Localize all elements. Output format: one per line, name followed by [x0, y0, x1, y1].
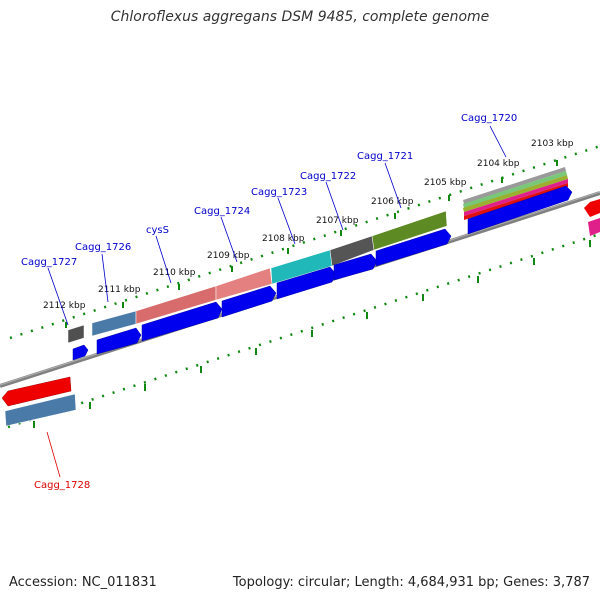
- feature-right-edge-pink[interactable]: [588, 218, 600, 236]
- feature-cagg-1720-green-light[interactable]: [463, 171, 567, 208]
- label-cagg-1721[interactable]: Cagg_1721: [357, 151, 413, 162]
- feature-cagg-1721[interactable]: [371, 210, 448, 251]
- leader-cyss: [155, 235, 172, 284]
- cds-cagg-1720[interactable]: [467, 185, 573, 235]
- right-edge-features: [584, 199, 600, 236]
- label-cagg-1726[interactable]: Cagg_1726: [75, 242, 131, 253]
- feature-cagg-1720-olive[interactable]: [463, 175, 568, 212]
- feature-track: [67, 210, 448, 344]
- label-cyss[interactable]: cysS: [146, 225, 169, 236]
- kbp-label-2103: 2103 kbp: [531, 139, 574, 149]
- cds-track: [72, 185, 573, 361]
- genome-title: Chloroflexus aggregans DSM 9485, complet…: [110, 9, 490, 25]
- leader-cagg-1723: [277, 197, 296, 245]
- ruler-track-bottom: [7, 232, 600, 429]
- accession-text: Accession: NC_011831: [9, 575, 157, 590]
- kbp-label-2111: 2111 kbp: [98, 285, 141, 295]
- label-cagg-1722[interactable]: Cagg_1722: [300, 171, 356, 182]
- feature-cagg-1720-gray[interactable]: [463, 167, 566, 204]
- kbp-label-2106: 2106 kbp: [371, 197, 414, 207]
- leader-cagg-1728: [46, 431, 61, 478]
- cds-right-edge-red[interactable]: [584, 199, 600, 217]
- kbp-label-2108: 2108 kbp: [262, 234, 305, 244]
- feature-cagg-1720-pink[interactable]: [464, 179, 568, 216]
- label-cagg-1728[interactable]: Cagg_1728: [34, 480, 90, 491]
- leader-cagg-1720: [489, 125, 507, 158]
- cds-cagg-1721[interactable]: [375, 228, 452, 267]
- feature-cagg-1720-stack: [463, 167, 568, 220]
- reverse-track: [1, 376, 77, 427]
- feature-cagg-1728[interactable]: [4, 393, 77, 427]
- cds-cyss[interactable]: [141, 301, 223, 342]
- label-cagg-1723[interactable]: Cagg_1723: [251, 187, 307, 198]
- ruler-major-ticks: [33, 160, 591, 428]
- cds-cagg-1724[interactable]: [221, 285, 277, 318]
- ruler-labels: 2103 kbp 2104 kbp 2105 kbp 2106 kbp 2107…: [43, 139, 574, 311]
- cds-cagg-1726[interactable]: [96, 327, 142, 355]
- kbp-label-2110: 2110 kbp: [153, 268, 196, 278]
- leader-cagg-1726: [101, 253, 109, 303]
- cds-cagg-1727[interactable]: [72, 344, 89, 361]
- kbp-label-2112: 2112 kbp: [43, 301, 86, 311]
- feature-cagg-1727[interactable]: [67, 324, 85, 344]
- label-cagg-1720[interactable]: Cagg_1720: [461, 113, 517, 124]
- kbp-label-2109: 2109 kbp: [207, 251, 250, 261]
- cds-cagg-1728-red[interactable]: [1, 376, 72, 407]
- label-leaders: [46, 125, 507, 478]
- genome-summary-text: Topology: circular; Length: 4,684,931 bp…: [232, 575, 590, 590]
- kbp-label-2104: 2104 kbp: [477, 159, 520, 169]
- label-cagg-1727[interactable]: Cagg_1727: [21, 257, 77, 268]
- label-cagg-1724[interactable]: Cagg_1724: [194, 206, 250, 217]
- gene-labels: Cagg_1720 Cagg_1721 Cagg_1722 Cagg_1723 …: [21, 113, 517, 491]
- leader-cagg-1722: [325, 181, 344, 231]
- feature-cagg-1720-red[interactable]: [464, 183, 568, 220]
- leader-cagg-1721: [384, 162, 402, 209]
- leader-cagg-1727: [47, 267, 69, 326]
- cds-cagg-1722[interactable]: [333, 253, 378, 281]
- kbp-label-2107: 2107 kbp: [316, 216, 359, 226]
- leader-cagg-1724: [220, 216, 238, 263]
- kbp-label-2105: 2105 kbp: [424, 178, 467, 188]
